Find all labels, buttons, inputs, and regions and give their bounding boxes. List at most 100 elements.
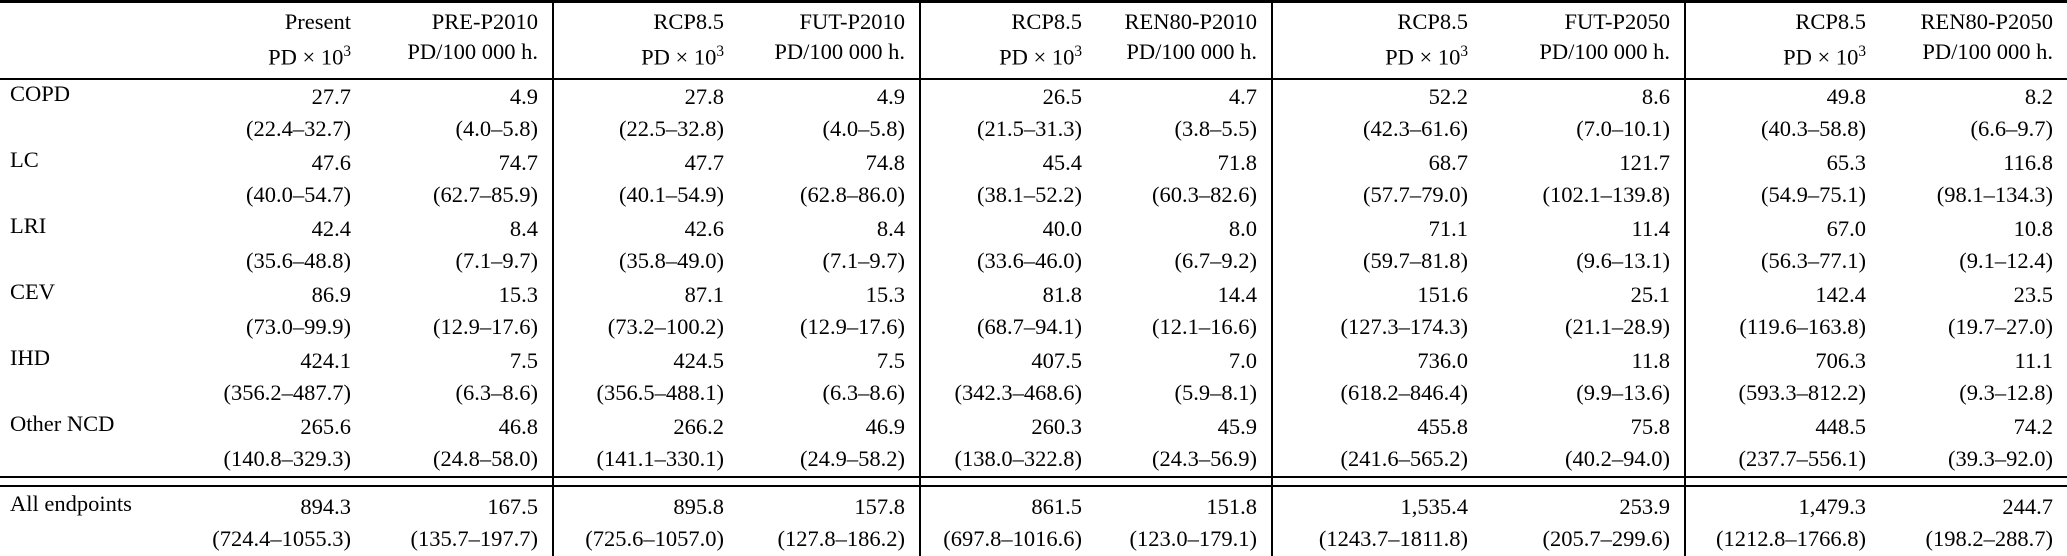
point-estimate: 65.3 (1826, 149, 1866, 175)
endpoint-row: Other NCD 265.6 (140.8–329.3) 46.8 (24.8–58.… (0, 409, 2067, 477)
value-cell: 14.4 (12.1–16.6) (1096, 278, 1272, 344)
confidence-interval: (9.6–13.1) (1576, 247, 1670, 273)
column-header-ren80-p2010: REN80-P2010 PD/100 000 h. (1096, 0, 1272, 80)
point-estimate: 8.0 (1228, 215, 1257, 241)
confidence-interval: (73.2–100.2) (607, 313, 724, 339)
row-label: All endpoints (0, 485, 150, 556)
confidence-interval: (60.3–82.6) (1152, 181, 1257, 207)
scenario-label: PRE-P2010 (431, 9, 538, 34)
confidence-interval: (40.3–58.8) (1761, 115, 1866, 141)
value-cell: 42.4 (35.6–48.8) (150, 212, 365, 278)
point-estimate: 265.6 (300, 413, 351, 439)
point-estimate: 151.8 (1206, 493, 1257, 519)
point-estimate: 4.9 (509, 83, 538, 109)
confidence-interval: (140.8–329.3) (223, 445, 352, 471)
value-cell: 71.8 (60.3–82.6) (1096, 146, 1272, 212)
confidence-interval: (35.8–49.0) (619, 247, 724, 273)
confidence-interval: (356.5–488.1) (596, 379, 725, 405)
point-estimate: 253.9 (1619, 493, 1670, 519)
value-cell: 47.6 (40.0–54.7) (150, 146, 365, 212)
row-label: CEV (10, 278, 55, 304)
value-cell: 121.7 (102.1–139.8) (1482, 146, 1685, 212)
column-header-pre-p2010: PRE-P2010 PD/100 000 h. (365, 0, 553, 80)
point-estimate: 45.4 (1042, 149, 1082, 175)
value-cell: 7.5 (6.3–8.6) (738, 344, 920, 410)
scenario-label: FUT-P2010 (799, 9, 905, 34)
confidence-interval: (40.1–54.9) (619, 181, 724, 207)
confidence-interval: (5.9–8.1) (1174, 379, 1258, 405)
value-cell: 448.5 (237.7–556.1) (1684, 409, 1880, 477)
point-estimate: 424.5 (673, 347, 724, 373)
unit-superscript: 3 (1858, 43, 1866, 60)
point-estimate: 52.2 (1428, 83, 1468, 109)
point-estimate: 11.1 (2014, 347, 2053, 373)
point-estimate: 10.8 (2013, 215, 2053, 241)
point-estimate: 7.0 (1228, 347, 1257, 373)
value-cell: 4.7 (3.8–5.5) (1096, 79, 1272, 146)
value-cell: 424.1 (356.2–487.7) (150, 344, 365, 410)
row-label: Other NCD (10, 410, 115, 436)
value-cell: 45.4 (38.1–52.2) (919, 145, 1096, 212)
column-header-rcp8-5: RCP8.5 PD × 103 (1684, 0, 1880, 80)
point-estimate: 11.4 (1631, 215, 1670, 241)
confidence-interval: (39.3–92.0) (1948, 445, 2053, 471)
value-cell: 894.3 (724.4–1055.3) (150, 485, 365, 556)
confidence-interval: (102.1–139.8) (1542, 181, 1671, 207)
value-cell: 424.5 (356.5–488.1) (552, 343, 738, 410)
confidence-interval: (4.0–5.8) (455, 115, 539, 141)
confidence-interval: (205.7–299.6) (1542, 525, 1671, 551)
value-cell: 4.9 (4.0–5.8) (365, 79, 553, 146)
column-unit: PD/100 000 h. (774, 39, 905, 64)
point-estimate: 266.2 (673, 413, 724, 439)
point-estimate: 1,535.4 (1400, 493, 1469, 519)
value-cell: 861.5 (697.8–1016.6) (919, 485, 1096, 556)
confidence-interval: (127.3–174.3) (1340, 313, 1469, 339)
value-cell: 11.8 (9.9–13.6) (1482, 344, 1685, 410)
scenario-label: RCP8.5 (1011, 9, 1082, 34)
column-unit: PD/100 000 h. (407, 39, 538, 64)
point-estimate: 71.8 (1217, 149, 1257, 175)
column-unit: PD × 10 (268, 44, 344, 70)
value-cell: 46.9 (24.9–58.2) (738, 410, 920, 477)
value-cell: 8.6 (7.0–10.1) (1482, 79, 1685, 146)
all-endpoints-row: All endpoints 894.3 (724.4–1055.3) 167.5 (13… (0, 485, 2067, 556)
point-estimate: 4.9 (876, 83, 905, 109)
endpoint-row: LRI 42.4 (35.6–48.8) 8.4 (7.1–9.7) 42.6 (35.8–… (0, 211, 2067, 278)
row-label: LRI (10, 212, 47, 238)
value-cell: 151.6 (127.3–174.3) (1271, 277, 1482, 344)
scenario-label: RCP8.5 (1795, 9, 1866, 34)
point-estimate: 895.8 (673, 493, 724, 519)
value-cell: 26.5 (21.5–31.3) (919, 78, 1096, 146)
value-cell: 266.2 (141.1–330.1) (552, 409, 738, 477)
column-header-rcp8-5: RCP8.5 PD × 103 (1271, 0, 1482, 80)
point-estimate: 67.0 (1826, 215, 1866, 241)
column-header-ren80-p2050: REN80-P2050 PD/100 000 h. (1880, 0, 2067, 80)
value-cell: 11.4 (9.6–13.1) (1482, 212, 1685, 278)
point-estimate: 167.5 (487, 493, 538, 519)
column-header-present: Present PD × 103 (150, 0, 365, 80)
value-cell: 8.0 (6.7–9.2) (1096, 212, 1272, 278)
point-estimate: 121.7 (1619, 149, 1670, 175)
confidence-interval: (4.0–5.8) (822, 115, 906, 141)
confidence-interval: (22.4–32.7) (246, 115, 351, 141)
value-cell: 46.8 (24.8–58.0) (365, 410, 553, 477)
unit-superscript: 3 (716, 43, 724, 60)
point-estimate: 27.7 (311, 83, 351, 109)
confidence-interval: (19.7–27.0) (1948, 313, 2053, 339)
value-cell: 151.8 (123.0–179.1) (1096, 485, 1272, 556)
value-cell: 67.0 (56.3–77.1) (1684, 211, 1880, 278)
point-estimate: 74.2 (2013, 413, 2053, 439)
point-estimate: 894.3 (300, 493, 351, 519)
point-estimate: 14.4 (1217, 281, 1257, 307)
confidence-interval: (241.6–565.2) (1340, 445, 1469, 471)
confidence-interval: (38.1–52.2) (977, 181, 1082, 207)
value-cell: 52.2 (42.3–61.6) (1271, 78, 1482, 146)
confidence-interval: (21.1–28.9) (1565, 313, 1670, 339)
value-cell: 23.5 (19.7–27.0) (1880, 278, 2067, 344)
value-cell: 81.8 (68.7–94.1) (919, 277, 1096, 344)
point-estimate: 7.5 (509, 347, 538, 373)
confidence-interval: (33.6–46.0) (977, 247, 1082, 273)
value-cell: 265.6 (140.8–329.3) (150, 410, 365, 477)
confidence-interval: (724.4–1055.3) (212, 525, 351, 551)
confidence-interval: (198.2–288.7) (1925, 525, 2054, 551)
